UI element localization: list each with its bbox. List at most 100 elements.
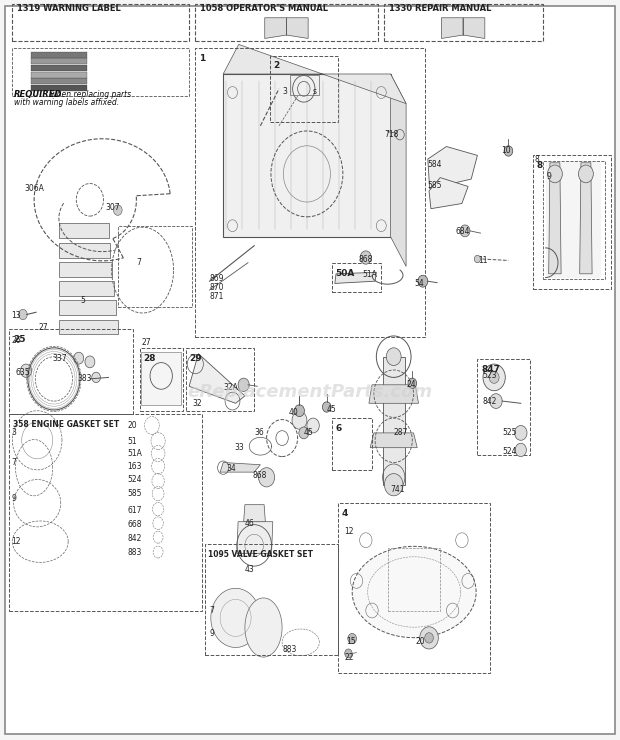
Circle shape [384, 474, 403, 496]
Text: 29: 29 [190, 354, 202, 363]
Bar [31, 52, 87, 58]
Text: 741: 741 [391, 485, 405, 494]
Text: 842: 842 [127, 534, 141, 543]
Polygon shape [441, 18, 463, 38]
Bar [195, 4, 378, 41]
Polygon shape [220, 462, 260, 472]
Bar [59, 281, 114, 296]
Circle shape [515, 443, 526, 457]
Circle shape [504, 146, 513, 156]
Text: 287: 287 [394, 428, 408, 437]
Polygon shape [370, 433, 417, 448]
Text: 10: 10 [501, 146, 511, 155]
Circle shape [418, 275, 428, 287]
Polygon shape [352, 546, 476, 638]
Bar [332, 418, 372, 470]
Text: 7: 7 [11, 458, 16, 467]
Bar [59, 300, 116, 315]
Bar [9, 329, 133, 414]
Text: 524: 524 [502, 447, 516, 456]
Text: 1095 VALVE GASKET SET: 1095 VALVE GASKET SET [208, 550, 313, 559]
Text: 842: 842 [482, 397, 497, 406]
Circle shape [420, 627, 438, 649]
Text: 12: 12 [344, 527, 353, 536]
Circle shape [19, 309, 27, 320]
Bar [31, 72, 87, 78]
Text: 43: 43 [245, 565, 255, 574]
Bar [9, 414, 202, 610]
Text: 718: 718 [384, 130, 399, 139]
Text: 9: 9 [11, 494, 16, 503]
Text: 33: 33 [234, 443, 244, 452]
Text: 50A: 50A [335, 269, 355, 278]
Text: eReplacementParts.com: eReplacementParts.com [187, 383, 433, 401]
Text: 20: 20 [127, 421, 137, 430]
Text: 635: 635 [16, 368, 30, 377]
Polygon shape [463, 18, 485, 38]
Polygon shape [286, 18, 308, 38]
Polygon shape [211, 588, 260, 648]
Polygon shape [391, 74, 406, 266]
Bar [290, 75, 319, 95]
Bar [270, 56, 338, 122]
Text: 27: 27 [141, 338, 151, 347]
Text: 22: 22 [344, 653, 353, 662]
Text: 51A: 51A [363, 270, 378, 279]
Text: 1: 1 [199, 54, 205, 63]
Text: 163: 163 [127, 462, 141, 471]
Text: 668: 668 [127, 520, 141, 529]
Text: 9: 9 [547, 172, 552, 181]
Text: 307: 307 [105, 203, 120, 212]
Circle shape [515, 425, 527, 440]
Text: 5: 5 [81, 296, 86, 305]
Bar [31, 78, 87, 84]
Polygon shape [546, 161, 601, 278]
Text: 51A: 51A [127, 449, 142, 458]
Text: 585: 585 [127, 489, 141, 498]
Text: 337: 337 [53, 354, 68, 363]
Bar [332, 263, 381, 292]
Bar [12, 48, 189, 96]
Circle shape [490, 394, 502, 408]
Bar [205, 544, 338, 655]
Bar [542, 161, 604, 279]
Circle shape [294, 405, 304, 417]
Text: 51: 51 [127, 437, 137, 445]
Text: 524: 524 [127, 475, 141, 484]
Text: 883: 883 [127, 548, 141, 557]
Text: 54: 54 [414, 279, 424, 288]
Circle shape [483, 364, 505, 391]
Polygon shape [223, 44, 406, 104]
Text: 4: 4 [342, 509, 348, 518]
Bar [338, 503, 490, 673]
Circle shape [460, 225, 470, 237]
Circle shape [578, 165, 593, 183]
Text: 3: 3 [283, 87, 288, 95]
Bar [31, 85, 87, 91]
Circle shape [307, 418, 319, 433]
Circle shape [386, 348, 401, 366]
Circle shape [92, 372, 100, 383]
Text: 868: 868 [253, 471, 267, 480]
Text: 871: 871 [210, 292, 224, 300]
Text: 25: 25 [13, 335, 25, 344]
Circle shape [20, 364, 32, 377]
Text: 11: 11 [479, 256, 488, 265]
Polygon shape [383, 357, 405, 485]
Text: s: s [312, 87, 316, 95]
Bar [31, 65, 87, 71]
Text: 306A: 306A [25, 184, 45, 193]
Text: 45: 45 [304, 428, 314, 437]
Text: 584: 584 [428, 160, 442, 169]
Polygon shape [428, 147, 477, 189]
Text: when replacing parts: when replacing parts [48, 90, 131, 99]
Bar [186, 348, 254, 411]
Polygon shape [549, 163, 561, 274]
Circle shape [547, 165, 562, 183]
Text: 358 ENGINE GASKET SET: 358 ENGINE GASKET SET [13, 420, 119, 429]
Bar [59, 243, 110, 258]
Circle shape [299, 427, 309, 439]
Polygon shape [189, 354, 245, 403]
Polygon shape [580, 163, 592, 274]
Circle shape [348, 633, 356, 644]
